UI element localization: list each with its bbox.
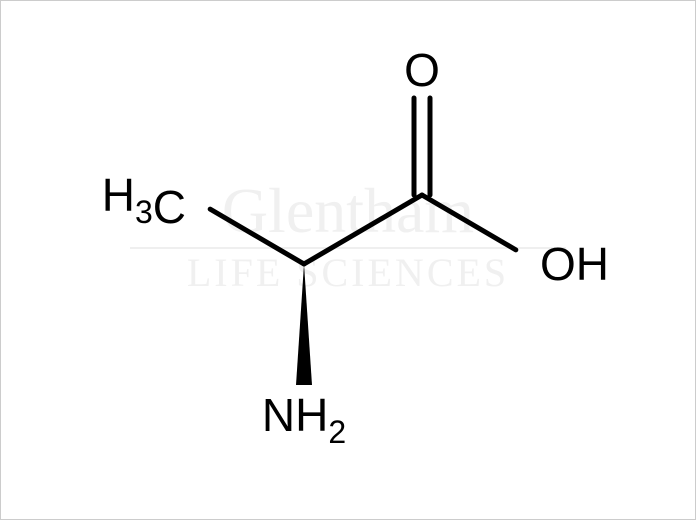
atom-label-O_dbl: O <box>404 44 440 96</box>
watermark-bottom: LIFE SCIENCES <box>187 250 509 295</box>
atom-label-OH: OH <box>540 238 609 290</box>
